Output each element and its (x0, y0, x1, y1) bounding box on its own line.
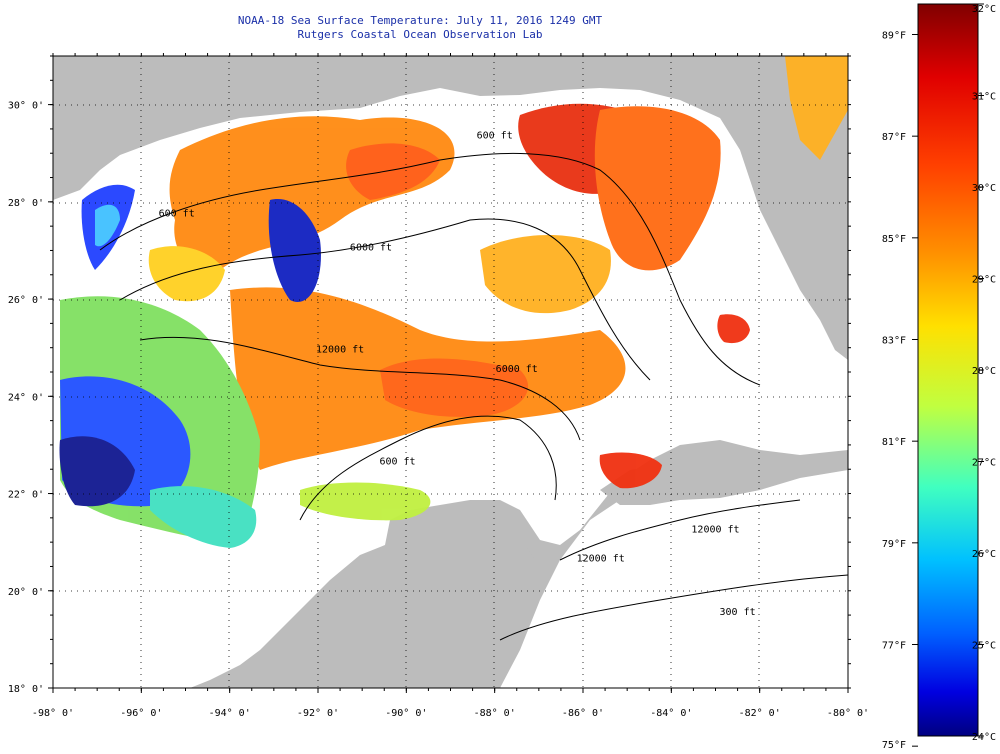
celsius-label: 27°C (972, 458, 996, 469)
lon-tick-label: -80° 0' (827, 708, 869, 719)
depth-label: 12000 ft (316, 345, 364, 356)
map-subtitle: Rutgers Coastal Ocean Observation Lab (297, 28, 543, 41)
fahrenheit-label: 85°F (882, 234, 906, 245)
fahrenheit-label: 87°F (882, 132, 906, 143)
yucatan (340, 505, 535, 688)
cuba (600, 455, 848, 505)
depth-label: 600 ft (477, 131, 513, 142)
map-title: NOAA-18 Sea Surface Temperature: July 11… (237, 14, 603, 27)
fahrenheit-label: 81°F (882, 437, 906, 448)
depth-labels: 600 ft 600 ft 6000 ft 12000 ft 6000 ft 600 ft… (159, 131, 756, 618)
depth-label: 600 ft (379, 456, 415, 467)
lat-tick-label: 22° 0' (8, 490, 44, 501)
lon-tick-label: -82° 0' (739, 708, 781, 719)
celsius-label: 31°C (972, 92, 996, 103)
lat-tick-label: 28° 0' (8, 198, 44, 209)
lon-tick-label: -98° 0' (32, 708, 74, 719)
lon-tick-label: -94° 0' (209, 708, 251, 719)
lat-tick-label: 18° 0' (8, 684, 44, 695)
celsius-label: 24°C (972, 732, 996, 743)
fahrenheit-label: 77°F (882, 641, 906, 652)
lat-tick-label: 30° 0' (8, 101, 44, 112)
depth-label: 6000 ft (496, 364, 538, 375)
fahrenheit-label: 79°F (882, 539, 906, 550)
fahrenheit-label: 75°F (882, 740, 906, 751)
depth-label: 600 ft (159, 208, 195, 219)
celsius-label: 25°C (972, 641, 996, 652)
lon-tick-label: -88° 0' (474, 708, 516, 719)
fahrenheit-label: 89°F (882, 31, 906, 42)
caribbean-sea (500, 470, 848, 688)
celsius-scale: 32°C 31°C 30°C 29°C 28°C 27°C 26°C 25°C 24°C (972, 3, 996, 743)
sst-data-layer (59, 56, 848, 548)
fahrenheit-scale: 89°F 87°F 85°F 83°F 81°F 79°F 77°F 75°F (882, 31, 918, 751)
fahrenheit-label: 83°F (882, 336, 906, 347)
bathymetry-contours (99, 152, 848, 641)
celsius-label: 28°C (972, 366, 996, 377)
depth-label: 12000 ft (691, 524, 739, 535)
depth-label: 6000 ft (350, 242, 392, 253)
celsius-label: 29°C (972, 275, 996, 286)
celsius-label: 32°C (972, 4, 996, 15)
lon-tick-label: -84° 0' (650, 708, 692, 719)
depth-label: 300 ft (720, 607, 756, 618)
lon-tick-label: -96° 0' (120, 708, 162, 719)
celsius-label: 26°C (972, 549, 996, 560)
color-bar (917, 3, 979, 737)
lon-tick-label: -86° 0' (562, 708, 604, 719)
longitude-axis: -98° 0' -96° 0' -94° 0' -92° 0' -90° 0' -88° … (32, 53, 869, 719)
lon-tick-label: -92° 0' (297, 708, 339, 719)
lat-tick-label: 24° 0' (8, 392, 44, 403)
lon-tick-label: -90° 0' (385, 708, 427, 719)
celsius-label: 30°C (972, 183, 996, 194)
lat-tick-label: 20° 0' (8, 587, 44, 598)
depth-label: 12000 ft (577, 554, 625, 565)
latitude-axis: 18° 0' 20° 0' 22° 0' 24° 0' 26° 0' 28° 0' 30° … (8, 55, 851, 695)
lat-tick-label: 26° 0' (8, 295, 44, 306)
graticule (53, 56, 848, 688)
